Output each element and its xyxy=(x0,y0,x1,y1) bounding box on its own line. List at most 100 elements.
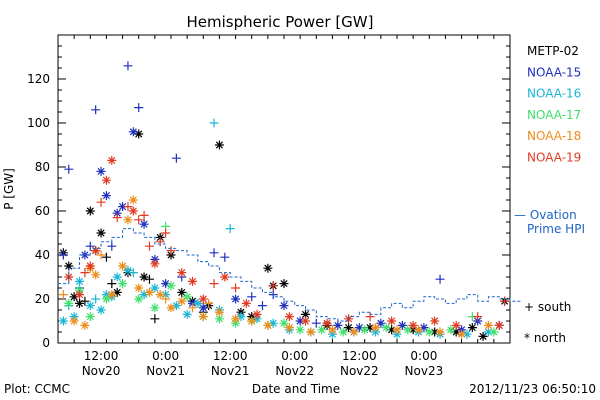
north-point xyxy=(306,327,316,337)
north-point xyxy=(483,320,493,330)
north-point xyxy=(381,323,391,333)
north-point xyxy=(171,301,181,311)
north-point xyxy=(301,316,311,326)
x-tick-label-date: Nov23 xyxy=(405,364,444,378)
legend-entry: NOAA-16 xyxy=(527,87,581,101)
north-point xyxy=(177,296,187,306)
north-point xyxy=(317,325,327,335)
north-point xyxy=(123,215,133,225)
south-point xyxy=(101,252,111,262)
x-tick-label: 0:00 xyxy=(152,349,179,363)
south-point xyxy=(204,298,214,308)
south-point xyxy=(134,215,144,225)
series-noaa-18 xyxy=(58,195,493,339)
footer-left: Plot: CCMC xyxy=(4,382,70,396)
south-point xyxy=(91,294,101,304)
south-point xyxy=(123,202,133,212)
south-point xyxy=(144,241,154,251)
south-point xyxy=(139,210,149,220)
south-point xyxy=(473,312,483,322)
south-point xyxy=(257,301,267,311)
north-point xyxy=(430,327,440,337)
north-point xyxy=(177,287,187,297)
north-point xyxy=(451,320,461,330)
north-point xyxy=(96,166,106,176)
south-point xyxy=(144,274,154,284)
north-point xyxy=(462,329,472,339)
y-tick-label: 20 xyxy=(35,292,50,306)
north-point xyxy=(166,303,176,313)
south-point xyxy=(161,228,171,238)
north-point xyxy=(387,316,397,326)
south-point xyxy=(311,318,321,328)
north-point xyxy=(483,327,493,337)
legend: METP-02 NOAA-15 NOAA-16 NOAA-17 NOAA-18 NOAA-… xyxy=(514,44,585,345)
south-point xyxy=(80,296,90,306)
y-tick-label: 100 xyxy=(27,116,50,130)
legend-entry: NOAA-19 xyxy=(527,151,581,165)
north-point xyxy=(150,303,160,313)
marker-key-north: * north xyxy=(524,331,566,345)
north-point xyxy=(134,129,144,139)
north-point xyxy=(370,323,380,333)
north-point xyxy=(489,327,499,337)
footer-right: 2012/11/23 06:50:10 xyxy=(469,382,596,396)
north-point xyxy=(75,276,85,286)
south-point xyxy=(58,250,68,260)
south-point xyxy=(171,153,181,163)
north-point xyxy=(354,323,364,333)
y-axis: 0 20 40 60 80 100 120 xyxy=(27,34,510,350)
south-point xyxy=(365,312,375,322)
south-point xyxy=(435,274,445,284)
north-point xyxy=(91,246,101,256)
north-point xyxy=(419,323,429,333)
north-point xyxy=(247,316,257,326)
x-axis: 12:00Nov200:00Nov2112:00Nov210:00Nov2212… xyxy=(57,35,511,378)
south-point xyxy=(64,164,74,174)
north-point xyxy=(403,325,413,335)
south-point xyxy=(500,296,510,306)
north-point xyxy=(446,325,456,335)
north-point xyxy=(435,327,445,337)
north-point xyxy=(112,287,122,297)
north-point xyxy=(360,325,370,335)
north-point xyxy=(333,320,343,330)
north-point xyxy=(75,298,85,308)
north-point xyxy=(128,127,138,137)
north-point xyxy=(295,316,305,326)
legend-entry: METP-02 xyxy=(527,44,579,58)
y-tick-label: 40 xyxy=(35,248,50,262)
north-point xyxy=(214,307,224,317)
north-point xyxy=(252,309,262,319)
north-point xyxy=(85,312,95,322)
north-point xyxy=(327,325,337,335)
north-point xyxy=(236,312,246,322)
north-point xyxy=(198,303,208,313)
north-point xyxy=(214,140,224,150)
north-point xyxy=(139,290,149,300)
north-point xyxy=(150,259,160,269)
south-point xyxy=(209,279,219,289)
north-point xyxy=(150,283,160,293)
ovation-hpi-line xyxy=(58,228,521,322)
x-tick-label-date: Nov21 xyxy=(211,364,250,378)
south-point xyxy=(107,279,117,289)
north-point xyxy=(430,316,440,326)
south-point xyxy=(209,118,219,128)
x-tick-label: 0:00 xyxy=(281,349,308,363)
north-point xyxy=(376,318,386,328)
south-point xyxy=(128,268,138,278)
north-point xyxy=(91,270,101,280)
north-point xyxy=(161,279,171,289)
north-point xyxy=(118,279,128,289)
north-point xyxy=(69,316,79,326)
north-point xyxy=(107,155,117,165)
north-point xyxy=(118,202,128,212)
north-point xyxy=(188,276,198,286)
y-tick-label: 60 xyxy=(35,204,50,218)
x-tick-label: 12:00 xyxy=(342,349,377,363)
north-point xyxy=(101,294,111,304)
north-point xyxy=(177,268,187,278)
north-point xyxy=(193,298,203,308)
north-point xyxy=(182,309,192,319)
